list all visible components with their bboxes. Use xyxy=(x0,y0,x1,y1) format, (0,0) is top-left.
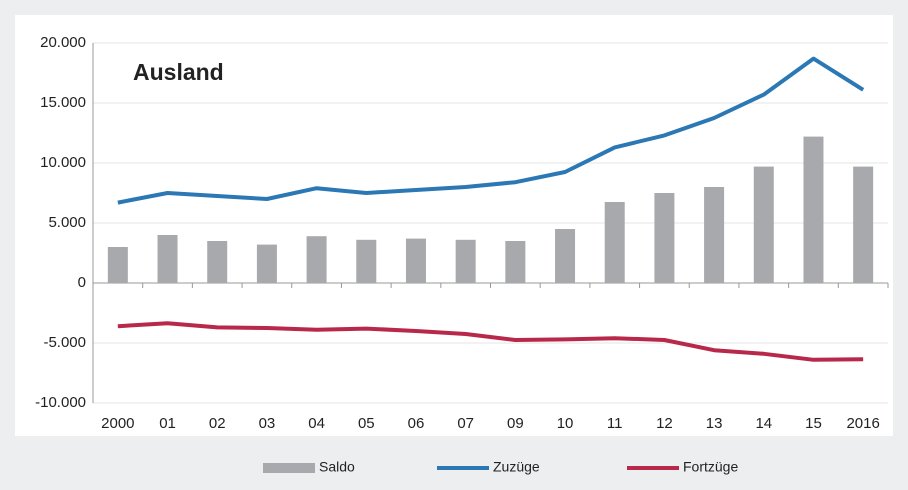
bar xyxy=(853,166,874,283)
bar xyxy=(356,239,377,283)
bar xyxy=(157,235,178,283)
y-tick-label: 20.000 xyxy=(40,34,86,51)
bar xyxy=(753,166,774,283)
y-tick-label: -10.000 xyxy=(35,394,86,411)
line xyxy=(117,56,865,205)
legend-label: Saldo xyxy=(319,459,355,475)
x-tick-label: 13 xyxy=(706,415,723,432)
x-tick-label: 06 xyxy=(408,415,425,432)
bar xyxy=(654,193,675,283)
x-tick-label: 11 xyxy=(607,415,623,432)
y-tick-label: -5.000 xyxy=(43,334,86,351)
bar xyxy=(555,229,576,283)
bar xyxy=(405,238,426,283)
bar xyxy=(505,241,526,283)
x-tick-label: 2000 xyxy=(101,415,134,432)
y-tick-label: 15.000 xyxy=(40,94,86,111)
legend-swatch xyxy=(263,463,315,473)
y-tick-label: 5.000 xyxy=(48,214,86,231)
line xyxy=(117,321,864,362)
y-tick-label: 0 xyxy=(78,274,86,291)
bar xyxy=(455,239,476,283)
bar xyxy=(306,236,327,283)
legend-label: Zuzüge xyxy=(493,459,540,475)
bar xyxy=(604,202,625,283)
bar xyxy=(803,136,824,283)
x-tick-label: 05 xyxy=(358,415,375,432)
x-tick-label: 14 xyxy=(755,415,772,432)
bar xyxy=(704,187,725,283)
bar xyxy=(207,241,228,283)
x-tick-label: 01 xyxy=(159,415,176,432)
bar xyxy=(107,247,128,283)
x-tick-label: 07 xyxy=(457,415,474,432)
x-tick-label: 15 xyxy=(805,415,822,432)
x-tick-label: 09 xyxy=(507,415,524,432)
chart-title: Ausland xyxy=(133,59,224,85)
x-tick-label: 03 xyxy=(259,415,276,432)
x-tick-label: 10 xyxy=(557,415,574,432)
y-tick-label: 10.000 xyxy=(40,154,86,171)
x-tick-label: 12 xyxy=(656,415,673,432)
x-tick-label: 2016 xyxy=(846,415,879,432)
x-tick-label: 02 xyxy=(209,415,226,432)
bar xyxy=(256,244,277,283)
x-tick-label: 04 xyxy=(308,415,325,432)
legend-label: Fortzüge xyxy=(683,459,738,475)
plot-panel xyxy=(15,15,893,436)
